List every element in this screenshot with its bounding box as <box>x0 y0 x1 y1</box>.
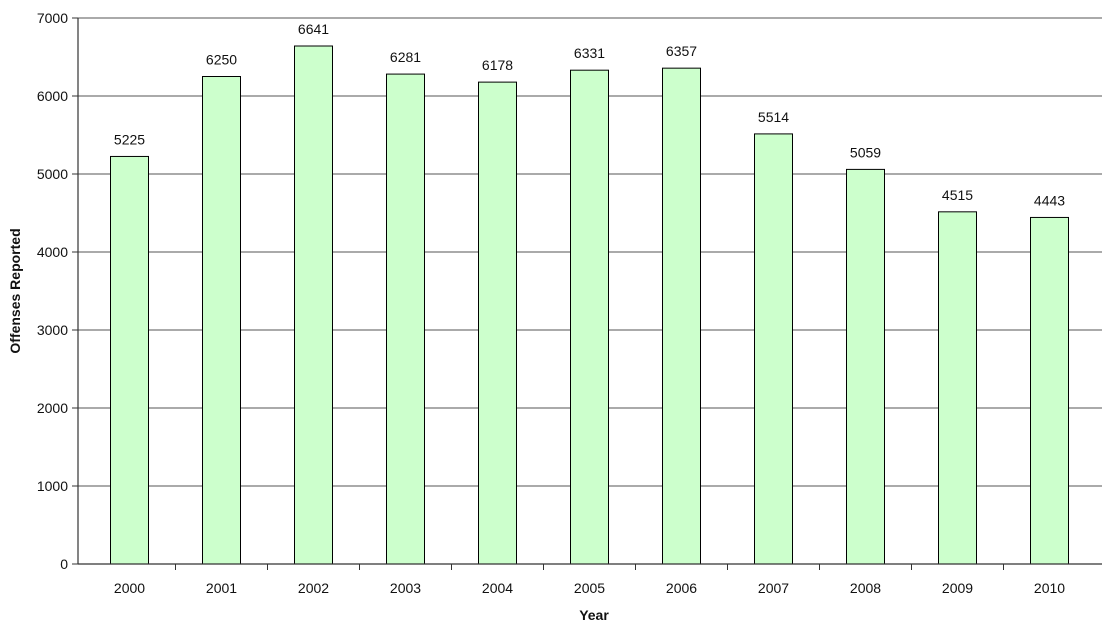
bar-2003 <box>386 73 425 565</box>
x-tick-label-2006: 2006 <box>666 580 697 596</box>
data-label-2002: 6641 <box>298 21 329 37</box>
y-axis-title: Offenses Reported <box>7 228 23 353</box>
bar-2006 <box>662 67 701 565</box>
axes <box>72 17 1102 570</box>
data-label-2001: 6250 <box>206 52 237 68</box>
data-label-2008: 5059 <box>850 144 881 160</box>
data-label-2003: 6281 <box>390 49 421 65</box>
data-label-2000: 5225 <box>114 131 145 147</box>
x-tick-label-2008: 2008 <box>850 580 881 596</box>
y-tick-label: 1000 <box>37 478 68 494</box>
bar-2009 <box>938 211 977 565</box>
bar-2000 <box>110 155 149 565</box>
x-axis-title: Year <box>579 607 609 623</box>
y-tick-label: 6000 <box>37 88 68 104</box>
x-tick-label-2005: 2005 <box>574 580 605 596</box>
data-label-2007: 5514 <box>758 109 789 125</box>
bar-2010 <box>1030 216 1069 565</box>
labels: 0 1000 2000 3000 4000 5000 6000 7000 5225 2000 625… <box>37 10 1065 596</box>
x-tick-label-2009: 2009 <box>942 580 973 596</box>
y-tick-label: 7000 <box>37 10 68 26</box>
data-label-2006: 6357 <box>666 43 697 59</box>
x-tick-label-2003: 2003 <box>390 580 421 596</box>
bar-2004 <box>478 81 517 565</box>
bar-2005 <box>570 69 609 565</box>
bar-2001 <box>202 76 241 565</box>
bar-2002 <box>294 45 333 565</box>
y-tick-label: 2000 <box>37 400 68 416</box>
x-tick-label-2000: 2000 <box>114 580 145 596</box>
x-tick-label-2001: 2001 <box>206 580 237 596</box>
bars <box>110 45 1069 565</box>
bar-2008 <box>846 168 885 565</box>
data-label-2010: 4443 <box>1034 192 1065 208</box>
x-tick-label-2002: 2002 <box>298 580 329 596</box>
data-label-2004: 6178 <box>482 57 513 73</box>
x-tick-label-2007: 2007 <box>758 580 789 596</box>
y-tick-label: 0 <box>60 556 68 572</box>
bar-2007 <box>754 133 793 565</box>
y-tick-label: 5000 <box>37 166 68 182</box>
x-tick-label-2004: 2004 <box>482 580 513 596</box>
data-label-2005: 6331 <box>574 45 605 61</box>
y-tick-label: 4000 <box>37 244 68 260</box>
y-tick-label: 3000 <box>37 322 68 338</box>
x-tick-label-2010: 2010 <box>1034 580 1065 596</box>
data-label-2009: 4515 <box>942 187 973 203</box>
